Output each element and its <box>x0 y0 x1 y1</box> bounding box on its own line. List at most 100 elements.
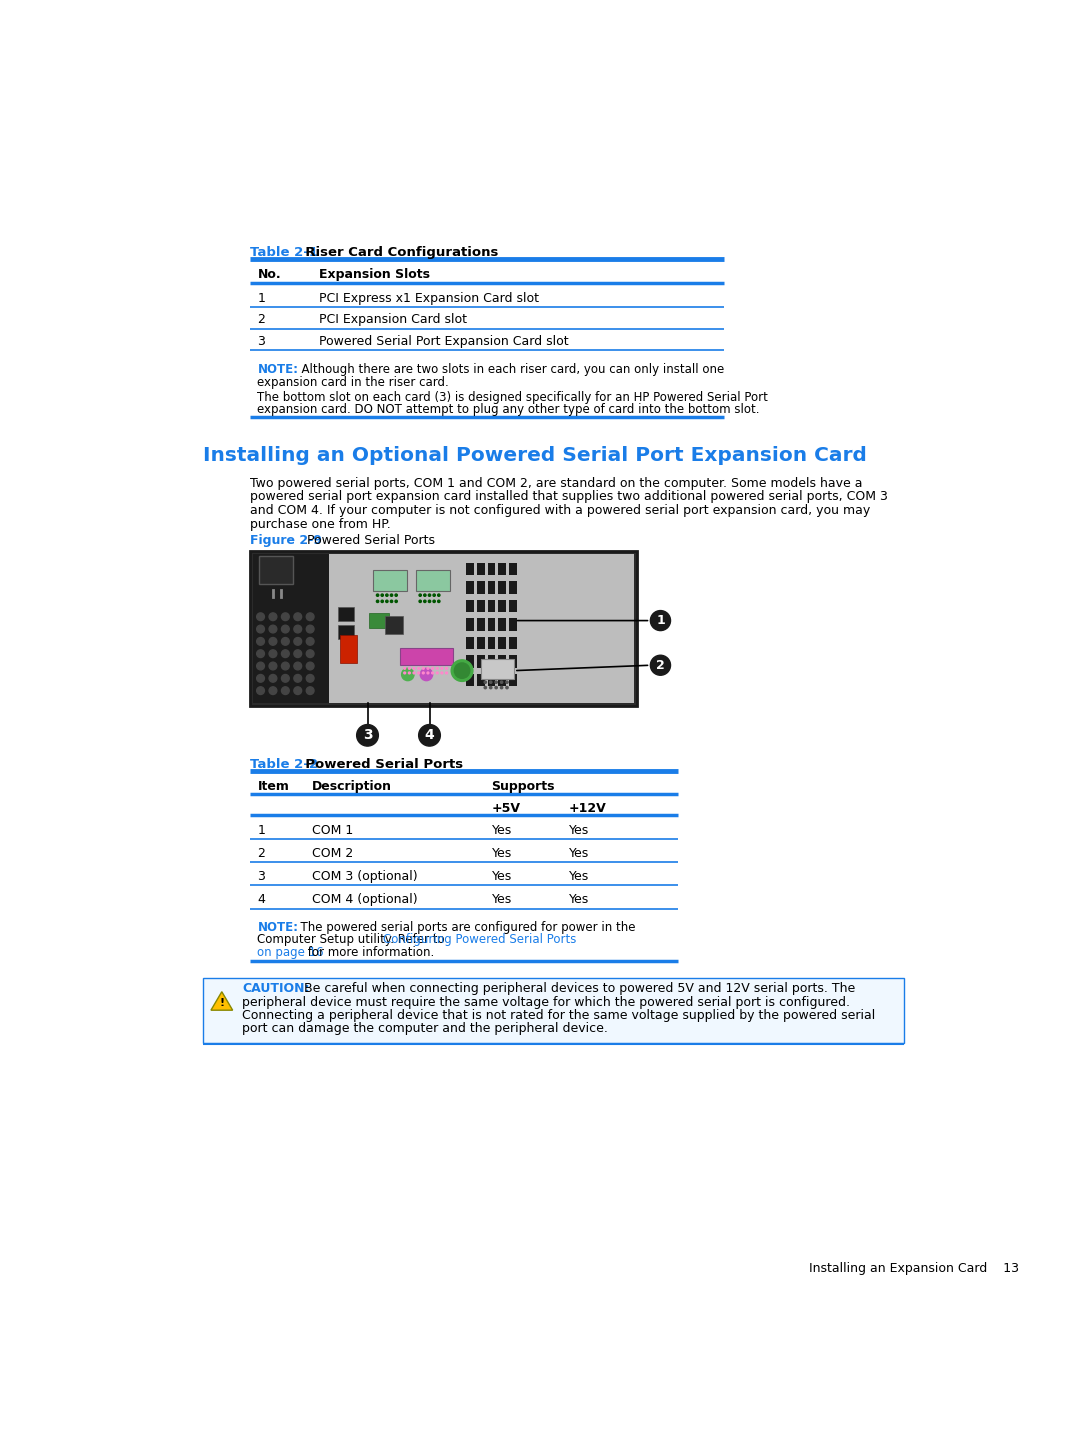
Text: 2: 2 <box>257 846 266 859</box>
Text: 1: 1 <box>656 614 665 627</box>
Circle shape <box>500 687 502 688</box>
FancyBboxPatch shape <box>488 599 496 612</box>
Circle shape <box>269 650 276 658</box>
Circle shape <box>269 638 276 645</box>
Text: PCI Expansion Card slot: PCI Expansion Card slot <box>320 313 468 326</box>
FancyBboxPatch shape <box>476 618 485 631</box>
Circle shape <box>377 601 379 602</box>
Text: Powered Serial Port Expansion Card slot: Powered Serial Port Expansion Card slot <box>320 335 569 348</box>
Text: and COM 4. If your computer is not configured with a powered serial port expansi: and COM 4. If your computer is not confi… <box>249 504 870 517</box>
FancyBboxPatch shape <box>476 674 485 685</box>
Text: Item: Item <box>257 780 289 793</box>
Circle shape <box>427 667 429 670</box>
Circle shape <box>495 687 497 688</box>
Text: 3: 3 <box>257 335 266 348</box>
FancyBboxPatch shape <box>510 563 517 575</box>
FancyBboxPatch shape <box>339 635 356 662</box>
FancyBboxPatch shape <box>253 555 634 703</box>
Circle shape <box>294 662 301 670</box>
Circle shape <box>422 673 424 674</box>
Text: 2: 2 <box>257 313 266 326</box>
Text: Yes: Yes <box>569 894 590 907</box>
FancyBboxPatch shape <box>488 674 496 685</box>
Text: Computer Setup utility. Refer to: Computer Setup utility. Refer to <box>257 933 449 946</box>
Text: COM 1: COM 1 <box>312 823 353 836</box>
FancyBboxPatch shape <box>510 599 517 612</box>
Circle shape <box>395 601 397 602</box>
Text: PCI Express x1 Expansion Card slot: PCI Express x1 Expansion Card slot <box>320 292 539 305</box>
Circle shape <box>441 667 443 670</box>
Circle shape <box>408 673 410 674</box>
Circle shape <box>294 638 301 645</box>
FancyBboxPatch shape <box>499 637 507 650</box>
FancyBboxPatch shape <box>465 563 474 575</box>
Text: COM 4 (optional): COM 4 (optional) <box>312 894 417 907</box>
Text: Although there are two slots in each riser card, you can only install one: Although there are two slots in each ris… <box>294 364 724 376</box>
Text: for more information.: for more information. <box>303 946 434 958</box>
Text: Table 2-1: Table 2-1 <box>249 246 318 259</box>
Text: No.: No. <box>257 267 281 280</box>
Circle shape <box>257 674 265 683</box>
Text: !: ! <box>219 997 225 1007</box>
Text: COM 2: COM 2 <box>312 846 353 859</box>
Text: Yes: Yes <box>491 894 512 907</box>
Text: expansion card. DO NOT attempt to plug any other type of card into the bottom sl: expansion card. DO NOT attempt to plug a… <box>257 404 760 417</box>
Text: port can damage the computer and the peripheral device.: port can damage the computer and the per… <box>242 1022 608 1035</box>
Circle shape <box>381 593 383 596</box>
Circle shape <box>408 667 410 670</box>
Text: Two powered serial ports, COM 1 and COM 2, are standard on the computer. Some mo: Two powered serial ports, COM 1 and COM … <box>249 477 862 490</box>
FancyBboxPatch shape <box>510 582 517 593</box>
Text: The powered serial ports are configured for power in the: The powered serial ports are configured … <box>293 921 636 934</box>
FancyBboxPatch shape <box>510 655 517 668</box>
Circle shape <box>395 593 397 596</box>
Circle shape <box>436 667 438 670</box>
Text: Yes: Yes <box>569 869 590 884</box>
FancyBboxPatch shape <box>476 582 485 593</box>
Text: Yes: Yes <box>491 869 512 884</box>
Text: CAUTION:: CAUTION: <box>242 983 310 996</box>
Circle shape <box>307 638 314 645</box>
Polygon shape <box>211 992 232 1010</box>
Text: on page 16: on page 16 <box>257 946 324 958</box>
FancyBboxPatch shape <box>203 977 904 1042</box>
FancyBboxPatch shape <box>369 612 389 628</box>
Circle shape <box>422 667 424 670</box>
Text: Yes: Yes <box>569 823 590 836</box>
FancyBboxPatch shape <box>510 674 517 685</box>
FancyBboxPatch shape <box>465 582 474 593</box>
FancyBboxPatch shape <box>373 569 407 591</box>
Text: Description: Description <box>312 780 392 793</box>
FancyBboxPatch shape <box>499 563 507 575</box>
Text: Installing an Expansion Card    13: Installing an Expansion Card 13 <box>809 1262 1020 1275</box>
Text: 1: 1 <box>257 292 266 305</box>
FancyBboxPatch shape <box>488 618 496 631</box>
FancyBboxPatch shape <box>253 555 328 703</box>
Circle shape <box>257 625 265 632</box>
Circle shape <box>489 681 491 684</box>
Text: purchase one from HP.: purchase one from HP. <box>249 519 391 532</box>
FancyBboxPatch shape <box>476 637 485 650</box>
Circle shape <box>446 673 447 674</box>
Circle shape <box>282 662 289 670</box>
Text: 4: 4 <box>424 729 434 743</box>
Circle shape <box>282 650 289 658</box>
Circle shape <box>402 668 414 681</box>
FancyBboxPatch shape <box>499 655 507 668</box>
Circle shape <box>294 612 301 621</box>
Circle shape <box>419 724 441 746</box>
Circle shape <box>437 593 440 596</box>
Text: Supports: Supports <box>491 780 555 793</box>
Circle shape <box>381 601 383 602</box>
Circle shape <box>418 673 420 674</box>
Text: Configuring Powered Serial Ports: Configuring Powered Serial Ports <box>383 933 577 946</box>
Circle shape <box>282 625 289 632</box>
FancyBboxPatch shape <box>488 582 496 593</box>
Text: peripheral device must require the same voltage for which the powered serial por: peripheral device must require the same … <box>242 996 850 1009</box>
Circle shape <box>307 625 314 632</box>
Text: NOTE:: NOTE: <box>257 921 298 934</box>
FancyBboxPatch shape <box>259 556 293 583</box>
Circle shape <box>356 724 378 746</box>
Text: Riser Card Configurations: Riser Card Configurations <box>296 246 499 259</box>
Text: Yes: Yes <box>491 846 512 859</box>
Circle shape <box>257 638 265 645</box>
